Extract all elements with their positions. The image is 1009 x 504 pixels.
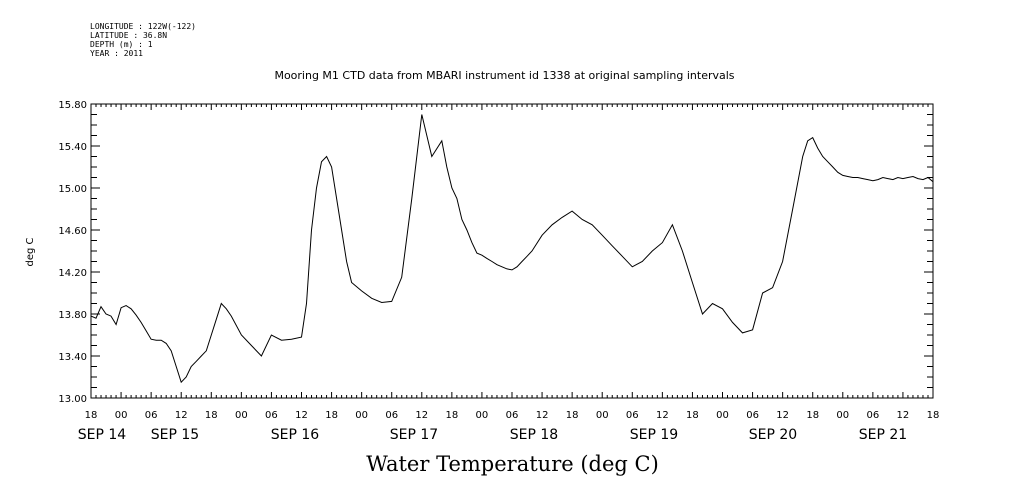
- y-tick-label: 13.40: [58, 352, 87, 363]
- x-date-label: SEP 17: [390, 427, 438, 443]
- y-tick-label: 13.80: [58, 310, 87, 321]
- x-hour-label: 00: [476, 410, 489, 421]
- x-hour-label: 18: [85, 410, 98, 421]
- x-hour-label: 12: [415, 410, 428, 421]
- x-hour-label: 06: [506, 410, 519, 421]
- x-hour-label: 06: [145, 410, 158, 421]
- x-hour-label: 18: [806, 410, 819, 421]
- x-hour-label: 00: [836, 410, 849, 421]
- x-hour-label: 00: [235, 410, 248, 421]
- x-hour-label: 00: [115, 410, 128, 421]
- bottom-title: Water Temperature (deg C): [366, 452, 659, 476]
- y-tick-label: 13.00: [58, 394, 87, 405]
- x-hour-label: 00: [596, 410, 609, 421]
- y-tick-label: 15.00: [58, 184, 87, 195]
- x-hour-label: 12: [656, 410, 669, 421]
- depth-label: DEPTH (m) : 1: [90, 40, 153, 49]
- chart-title: Mooring M1 CTD data from MBARI instrumen…: [274, 69, 735, 82]
- x-hour-label: 06: [746, 410, 759, 421]
- x-hour-label: 00: [716, 410, 729, 421]
- x-date-label: SEP 15: [151, 427, 199, 443]
- x-hour-label: 06: [626, 410, 639, 421]
- x-hour-label: 18: [927, 410, 940, 421]
- year-label: YEAR : 2011: [90, 49, 143, 58]
- x-hour-label: 12: [776, 410, 789, 421]
- x-hour-label: 06: [265, 410, 278, 421]
- temperature-series-line: [90, 114, 934, 384]
- x-hour-label: 12: [536, 410, 549, 421]
- y-tick-label: 15.40: [58, 142, 87, 153]
- x-date-label: SEP 18: [510, 427, 558, 443]
- longitude-label: LONGITUDE : 122W(-122): [90, 22, 196, 31]
- x-hour-label: 18: [325, 410, 338, 421]
- y-tick-label: 14.60: [58, 226, 87, 237]
- x-date-label: SEP 20: [749, 427, 797, 443]
- y-tick-label: 14.20: [58, 268, 87, 279]
- x-date-label: SEP 14: [78, 427, 127, 443]
- y-tick-label: 15.80: [58, 100, 87, 111]
- x-hour-label: 00: [355, 410, 368, 421]
- x-hour-label: 18: [445, 410, 458, 421]
- x-hour-label: 18: [686, 410, 699, 421]
- x-hour-label: 12: [295, 410, 308, 421]
- plot-frame: [90, 103, 934, 399]
- x-hour-label: 12: [175, 410, 188, 421]
- x-hour-label: 06: [866, 410, 879, 421]
- metadata-block: LONGITUDE : 122W(-122) LATITUDE : 36.8N …: [90, 22, 196, 58]
- x-hour-label: 18: [566, 410, 579, 421]
- x-date-label: SEP 21: [859, 427, 907, 443]
- x-hour-label: 12: [897, 410, 910, 421]
- x-axis: 18 00 06 12 18 00 06 12 18 00 06 12 18 00 06 12 18 00 06 12…: [78, 104, 940, 443]
- x-hour-label: 18: [205, 410, 218, 421]
- y-axis-label: deg C: [25, 237, 36, 266]
- x-date-label: SEP 16: [271, 427, 320, 443]
- y-axis: 13.00 13.40 13.80 14.20 14.60 15.00 15.40 15.80: [58, 100, 933, 405]
- x-hour-label: 06: [385, 410, 398, 421]
- latitude-label: LATITUDE : 36.8N: [90, 31, 168, 40]
- x-date-label: SEP 19: [630, 427, 678, 443]
